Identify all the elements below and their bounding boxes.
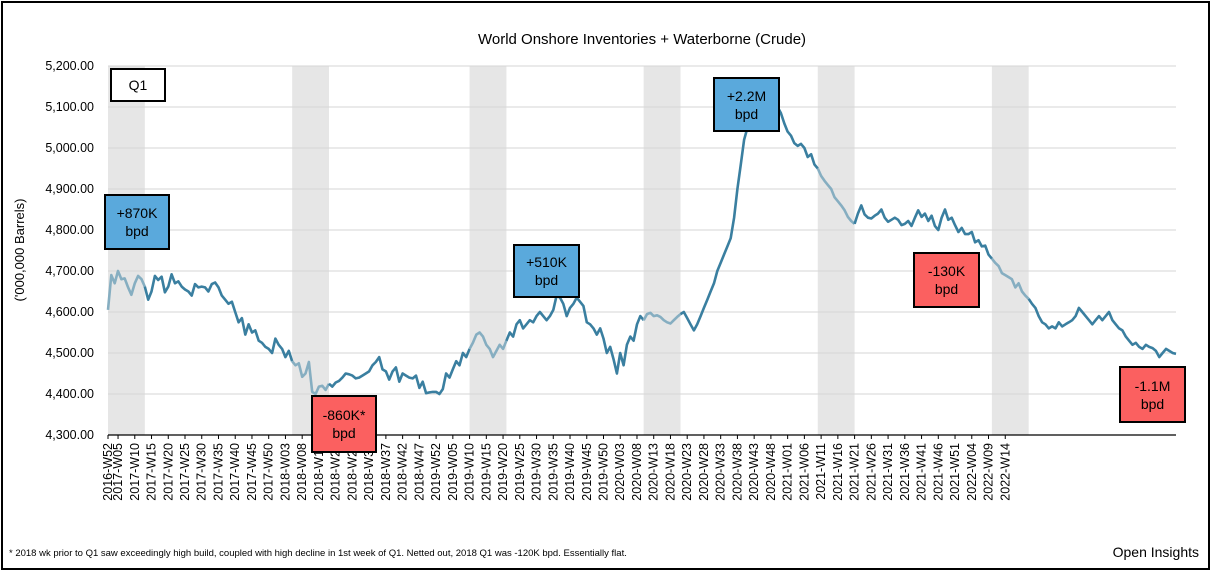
x-tick-label: 2016-W52 — [101, 443, 115, 501]
q1-label: Q1 — [110, 68, 166, 102]
x-tick-label: 2020-W08 — [630, 443, 644, 501]
x-tick-label: 2022-W09 — [982, 443, 996, 501]
x-tick-label: 2021-W01 — [781, 443, 795, 501]
x-tick-label: 2019-W40 — [563, 443, 577, 501]
x-tick-label: 2021-W26 — [864, 443, 878, 501]
x-tick-label: 2017-W20 — [161, 443, 175, 501]
y-tick-label: 4,900.00 — [45, 182, 94, 196]
x-tick-label: 2018-W37 — [379, 443, 393, 501]
series-line-segment — [106, 269, 146, 311]
x-tick-label: 2018-W08 — [295, 443, 309, 501]
y-tick-label: 4,600.00 — [45, 305, 94, 319]
x-tick-label: 2017-W05 — [111, 443, 125, 501]
series-line-segment — [468, 331, 508, 359]
series-line-segment — [642, 311, 682, 325]
y-tick-label: 5,200.00 — [45, 59, 94, 73]
x-tick-label: 2018-W27 — [345, 443, 359, 501]
x-tick-label: 2022-W04 — [965, 443, 979, 501]
x-tick-label: 2022-W14 — [998, 443, 1012, 501]
x-tick-label: 2018-W32 — [362, 443, 376, 501]
x-tick-label: 2019-W10 — [463, 443, 477, 501]
x-tick-label: 2019-W05 — [446, 443, 460, 501]
y-tick-label: 4,500.00 — [45, 346, 94, 360]
x-tick-label: 2020-W43 — [747, 443, 761, 501]
x-tick-label: 2018-W47 — [412, 443, 426, 501]
x-tick-label: 2019-W45 — [580, 443, 594, 501]
x-tick-label: 2021-W51 — [948, 443, 962, 501]
annotation-box-5: -130K bpd — [913, 252, 980, 308]
annotation-box-6: -1.1M bpd — [1119, 366, 1186, 423]
series-line-segment — [328, 348, 471, 396]
q1-shade-5 — [817, 66, 855, 435]
footnote: * 2018 wk prior to Q1 saw exceedingly hi… — [9, 548, 627, 559]
x-tick-label: 2017-W35 — [211, 443, 225, 501]
x-tick-label: 2020-W13 — [647, 443, 661, 501]
x-tick-label: 2019-W52 — [429, 443, 443, 501]
x-tick-label: 2017-W40 — [228, 443, 242, 501]
series-line-segment — [1027, 298, 1177, 359]
q1-shade-1 — [108, 66, 145, 435]
x-tick-label: 2018-W13 — [312, 443, 326, 501]
series-line-segment — [291, 360, 331, 396]
y-tick-label: 5,100.00 — [45, 100, 94, 114]
x-tick-label: 2021-W11 — [814, 443, 828, 500]
series-line-segment — [505, 294, 645, 375]
annotation-box-4: +2.2M bpd — [713, 77, 780, 132]
series-line-segment — [990, 257, 1030, 300]
x-tick-label: 2021-W06 — [797, 443, 811, 501]
x-tick-label: 2019-W15 — [479, 443, 493, 501]
x-tick-label: 2020-W38 — [730, 443, 744, 501]
gridlines — [108, 65, 1176, 436]
series-line-segment — [816, 167, 856, 225]
x-tick-label: 2021-W46 — [931, 443, 945, 501]
x-tick-label: 2021-W31 — [881, 443, 895, 501]
x-tick-label: 2021-W41 — [915, 443, 929, 501]
series-line-segment — [853, 204, 993, 260]
x-tick-label: 2018-W42 — [396, 443, 410, 501]
x-tick-label: 2019-W50 — [596, 443, 610, 501]
x-tick-label: 2020-W23 — [680, 443, 694, 501]
x-tick-label: 2019-W20 — [496, 443, 510, 501]
x-tick-label: 2020-W03 — [613, 443, 627, 501]
q1-shading-group — [108, 66, 1029, 435]
q1-shade-3 — [469, 66, 507, 435]
x-tick-label: 2019-W35 — [546, 443, 560, 501]
x-tick-label: 2020-W33 — [714, 443, 728, 501]
x-tick-label: 2017-W25 — [178, 443, 192, 501]
q1-shade-6 — [991, 66, 1029, 435]
chart-title: World Onshore Inventories + Waterborne (… — [478, 31, 806, 48]
y-tick-label: 4,300.00 — [45, 428, 94, 442]
x-tick-label: 2021-W21 — [848, 443, 862, 501]
x-tick-label: 2021-W16 — [831, 443, 845, 501]
x-tick-label: 2017-W10 — [128, 443, 142, 501]
x-tick-label: 2019-W25 — [513, 443, 527, 501]
y-tick-label: 5,000.00 — [45, 141, 94, 155]
x-tick-label: 2020-W48 — [764, 443, 778, 501]
x-tick-label: 2020-W28 — [697, 443, 711, 501]
x-tick-label: 2017-W15 — [145, 443, 159, 501]
x-tick-label: 2017-W50 — [262, 443, 276, 501]
y-tick-label: 4,400.00 — [45, 387, 94, 401]
x-tick-label: 2019-W30 — [530, 443, 544, 501]
brand-label: Open Insights — [1112, 544, 1199, 560]
x-tick-label: 2018-W22 — [329, 443, 343, 501]
y-axis-label: ('000,000 Barrels) — [12, 199, 27, 302]
x-tick-label: 2017-W45 — [245, 443, 259, 501]
annotation-box-1: +870K bpd — [104, 194, 170, 250]
series-line-segment — [143, 272, 294, 362]
x-tick-label: 2020-W18 — [663, 443, 677, 501]
x-tick-label: 2021-W36 — [898, 443, 912, 501]
y-tick-labels: 4,300.00 4,400.00 4,500.00 4,600.00 4,700.00… — [45, 59, 94, 442]
y-tick-label: 4,800.00 — [45, 223, 94, 237]
annotation-box-3: +510K bpd — [513, 244, 580, 298]
x-tick-label: 2018-W03 — [278, 443, 292, 501]
q1-shade-4 — [643, 66, 681, 435]
y-tick-label: 4,700.00 — [45, 264, 94, 278]
annotation-box-2: -860K* bpd — [311, 395, 377, 453]
x-tick-label: 2017-W30 — [195, 443, 209, 501]
